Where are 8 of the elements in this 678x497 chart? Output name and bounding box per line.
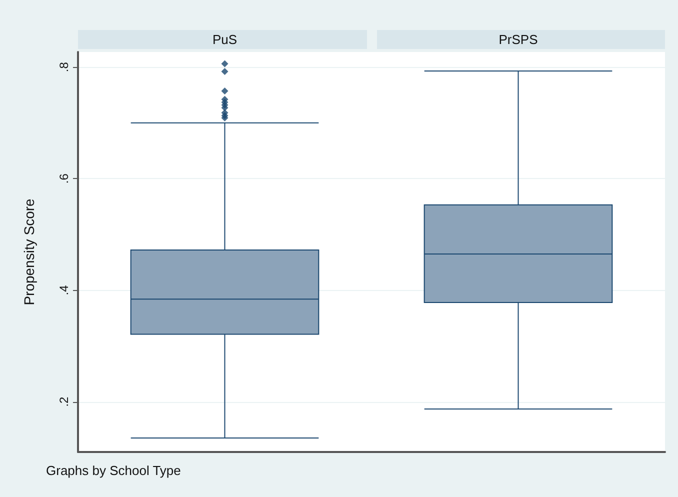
y-tick-label: .6 [57, 173, 71, 184]
x-tick-label: PuS [212, 32, 238, 47]
text: Graphs by School Type [46, 463, 181, 478]
y-axis-title: Propensity Score [21, 198, 37, 306]
y-tick-label: .2 [57, 396, 71, 407]
y-tick-label: .4 [57, 284, 71, 296]
y-tick-label: .8 [57, 62, 71, 72]
x-tick-label: PrSPS [498, 32, 538, 47]
